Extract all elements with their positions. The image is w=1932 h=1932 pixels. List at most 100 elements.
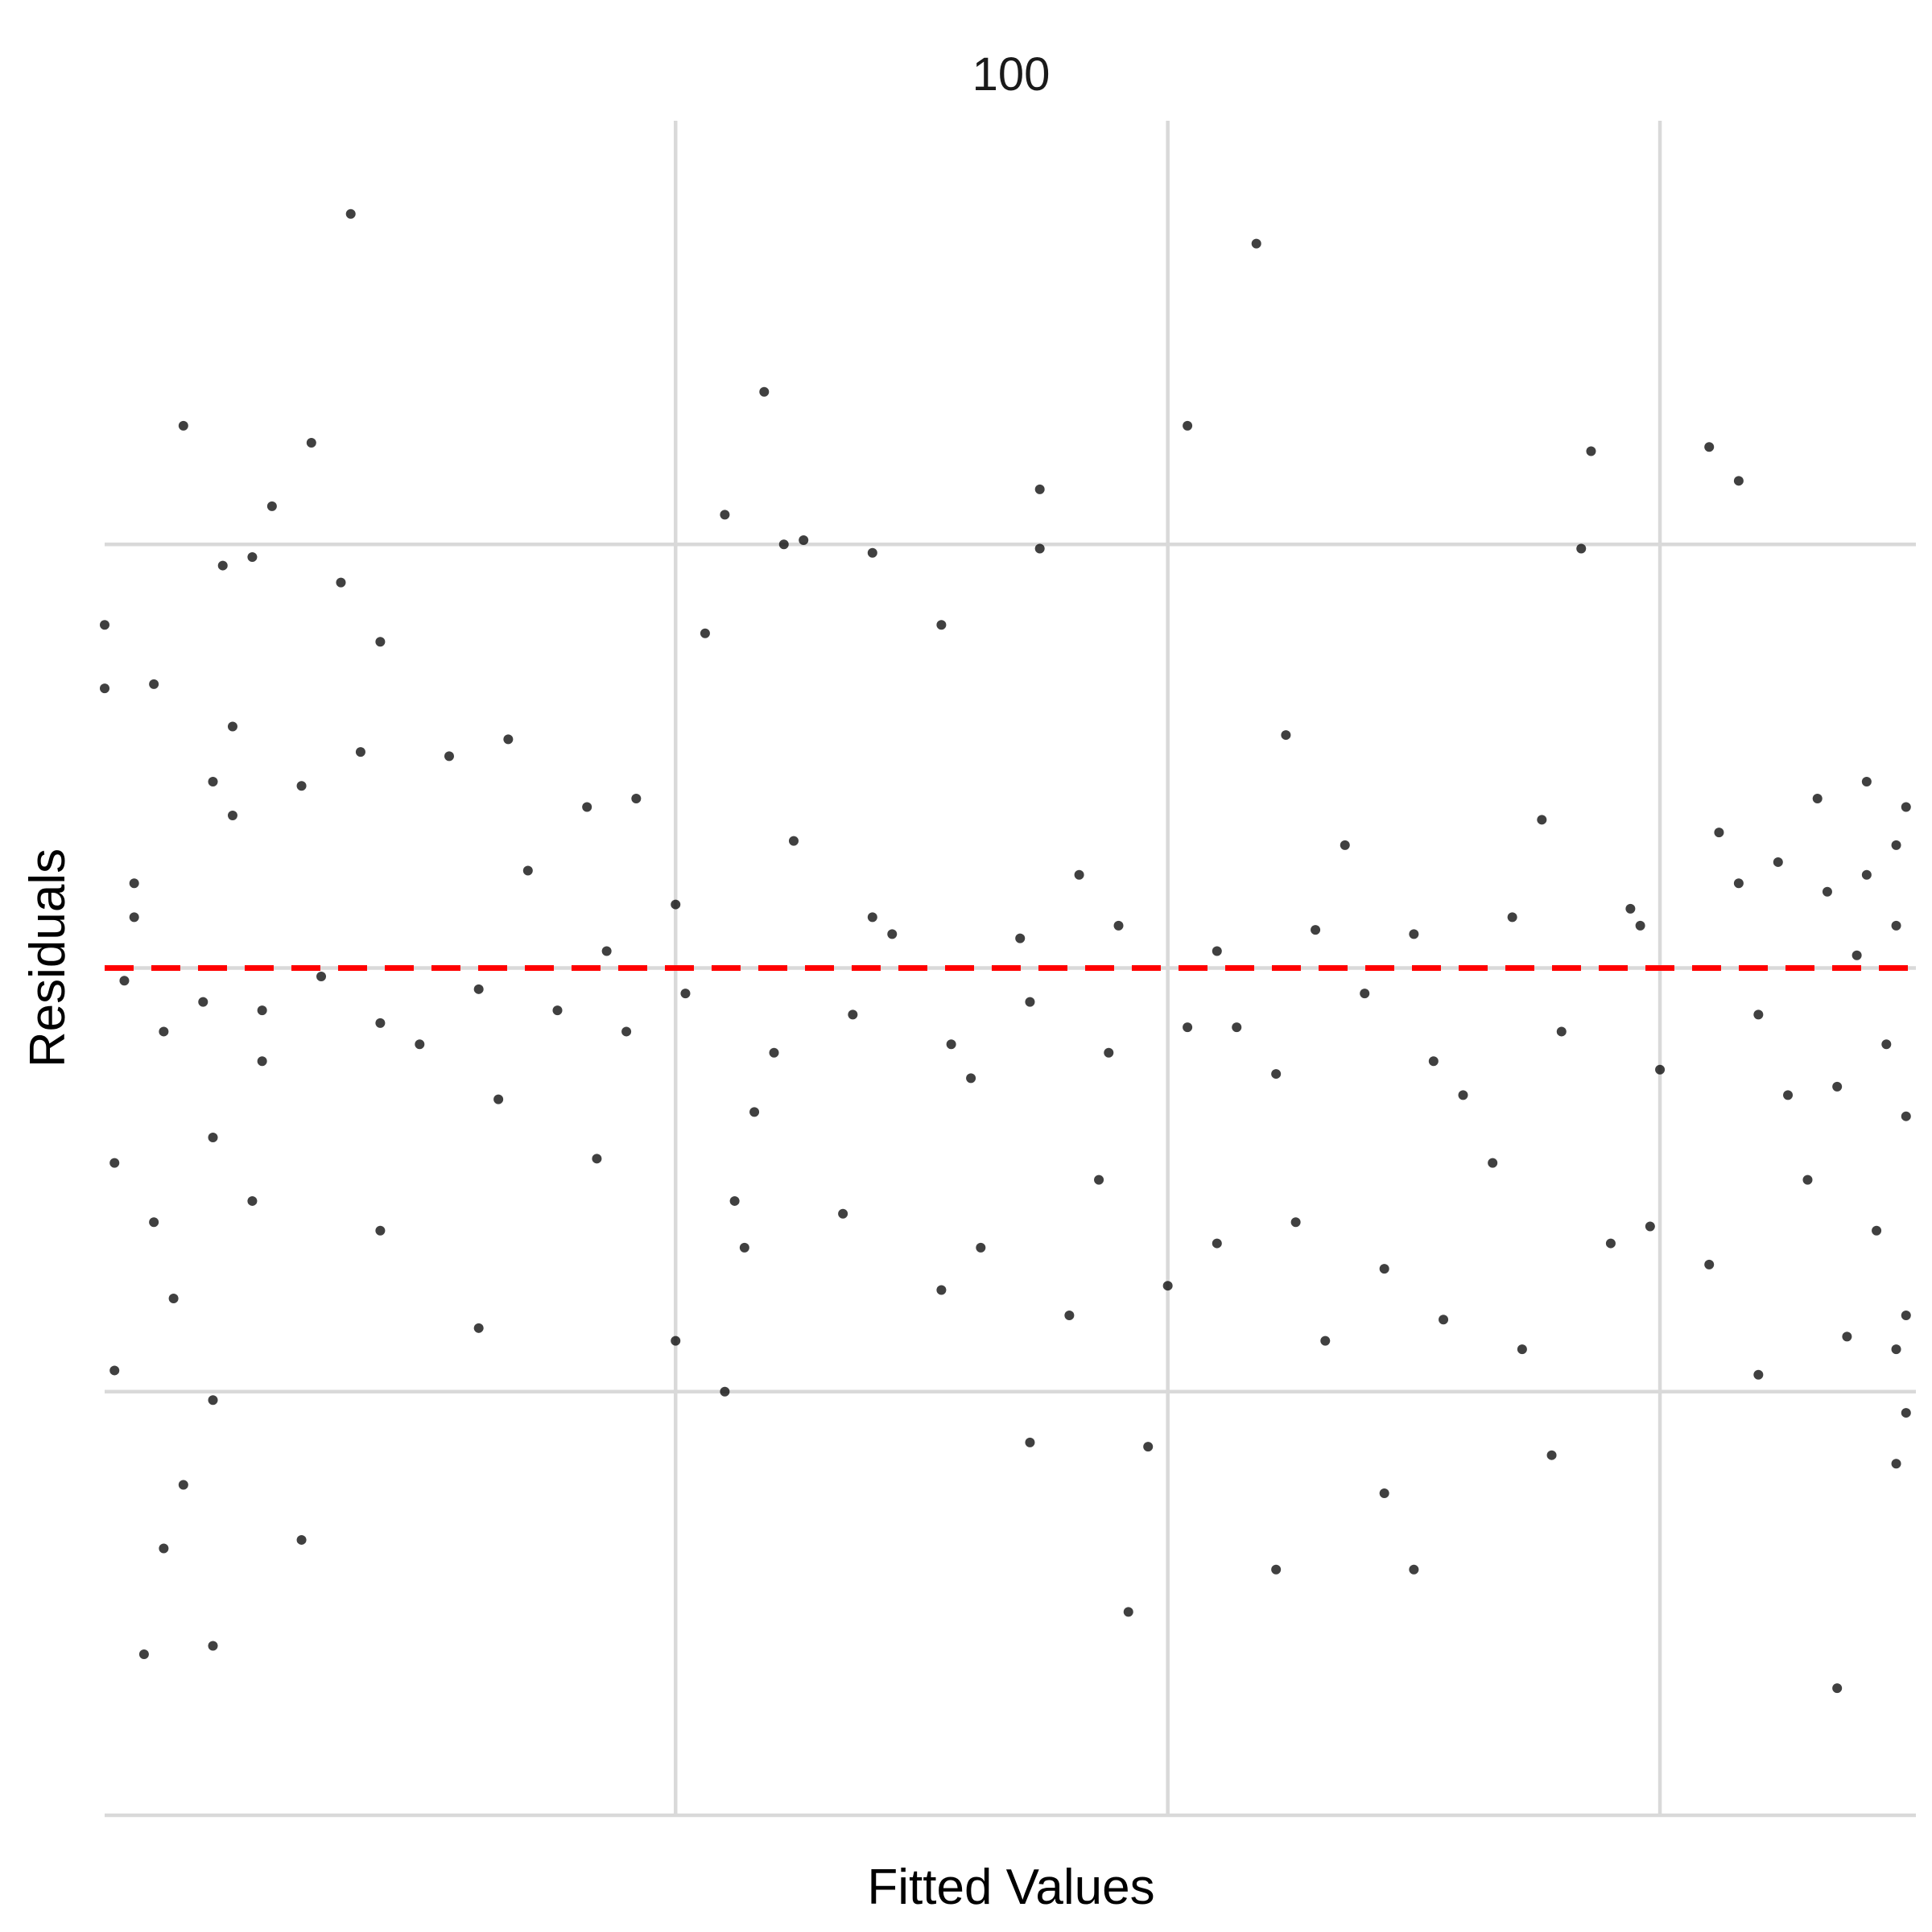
data-point-96 xyxy=(1704,1259,1715,1269)
data-point-60 xyxy=(375,1018,386,1028)
data-point-4 xyxy=(306,437,316,448)
x-axis-title: Fitted Values xyxy=(867,1860,1154,1915)
data-point-119 xyxy=(208,1395,218,1406)
data-point-134 xyxy=(522,865,533,876)
data-point-35 xyxy=(503,734,514,745)
data-point-63 xyxy=(621,1026,632,1037)
data-point-66 xyxy=(848,1009,858,1020)
data-point-57 xyxy=(198,997,208,1007)
data-point-22 xyxy=(208,776,218,786)
data-point-117 xyxy=(178,1480,188,1490)
data-point-17 xyxy=(247,552,258,563)
data-point-20 xyxy=(100,683,109,694)
data-point-79 xyxy=(1901,1111,1911,1121)
data-point-36 xyxy=(582,802,592,812)
data-point-11 xyxy=(1034,484,1045,494)
data-point-38 xyxy=(671,899,681,910)
data-point-73 xyxy=(1458,1090,1468,1100)
data-point-12 xyxy=(1704,442,1715,452)
data-points xyxy=(100,208,1911,1694)
data-point-71 xyxy=(1271,1069,1282,1080)
data-point-28 xyxy=(1034,543,1045,554)
data-point-125 xyxy=(1271,1564,1282,1575)
data-point-46 xyxy=(1507,912,1517,923)
data-point-82 xyxy=(208,1133,218,1142)
data-point-59 xyxy=(316,972,327,982)
data-point-90 xyxy=(1094,1174,1104,1185)
data-point-37 xyxy=(601,946,612,956)
data-point-121 xyxy=(720,1386,730,1397)
data-point-107 xyxy=(1212,1238,1222,1249)
data-point-61 xyxy=(473,984,484,994)
data-point-44 xyxy=(1311,925,1321,935)
data-point-108 xyxy=(1320,1335,1331,1346)
data-point-56 xyxy=(159,1026,169,1037)
data-point-111 xyxy=(1645,1221,1655,1232)
data-point-99 xyxy=(1901,1311,1911,1321)
data-point-84 xyxy=(375,1225,386,1236)
data-point-24 xyxy=(227,721,237,732)
data-point-54 xyxy=(1852,950,1862,960)
data-point-48 xyxy=(1733,878,1744,889)
data-point-34 xyxy=(444,751,454,762)
data-point-3 xyxy=(178,420,188,431)
data-point-45 xyxy=(1409,929,1419,939)
data-point-100 xyxy=(109,1365,120,1376)
data-point-18 xyxy=(217,560,228,571)
data-point-85 xyxy=(493,1094,504,1104)
data-point-132 xyxy=(257,1056,267,1067)
data-point-16 xyxy=(336,577,346,588)
data-point-33 xyxy=(296,781,307,791)
data-point-104 xyxy=(739,1242,749,1253)
data-point-23 xyxy=(355,747,365,758)
data-point-75 xyxy=(1655,1064,1666,1075)
data-point-52 xyxy=(1891,840,1901,850)
data-point-106 xyxy=(1064,1311,1075,1321)
data-point-76 xyxy=(1753,1009,1764,1020)
data-point-2 xyxy=(759,386,770,397)
data-point-140 xyxy=(1232,1022,1242,1033)
data-point-114 xyxy=(1891,1344,1901,1355)
data-point-95 xyxy=(1605,1238,1616,1249)
data-point-1 xyxy=(1251,238,1261,249)
data-point-123 xyxy=(1123,1607,1133,1617)
data-point-112 xyxy=(1753,1369,1764,1380)
data-point-7 xyxy=(1183,420,1193,431)
data-point-122 xyxy=(1025,1437,1035,1447)
data-point-65 xyxy=(769,1047,779,1058)
data-point-87 xyxy=(729,1195,740,1206)
data-point-13 xyxy=(867,547,877,558)
data-point-40 xyxy=(887,929,898,939)
data-point-92 xyxy=(1290,1217,1301,1228)
data-point-25 xyxy=(375,637,386,647)
data-point-0 xyxy=(345,208,356,219)
data-point-133 xyxy=(415,1039,425,1050)
data-point-89 xyxy=(976,1242,986,1253)
data-point-141 xyxy=(1340,840,1350,850)
data-point-120 xyxy=(296,1534,307,1545)
data-point-91 xyxy=(1162,1281,1173,1291)
data-point-6 xyxy=(266,501,277,511)
data-point-62 xyxy=(552,1005,563,1016)
data-point-55 xyxy=(119,976,130,986)
data-point-43 xyxy=(1212,946,1222,956)
y-axis-title: Residuals xyxy=(20,848,76,1067)
data-point-9 xyxy=(1586,446,1596,456)
data-point-14 xyxy=(1576,543,1587,554)
data-point-49 xyxy=(1773,857,1783,867)
data-point-146 xyxy=(1783,1090,1794,1100)
data-point-10 xyxy=(1733,476,1744,486)
data-point-101 xyxy=(168,1293,179,1303)
data-point-128 xyxy=(1546,1450,1557,1460)
data-point-129 xyxy=(1832,1683,1843,1694)
data-point-15 xyxy=(778,539,789,550)
data-point-68 xyxy=(1025,997,1035,1007)
data-point-86 xyxy=(592,1154,602,1164)
data-point-42 xyxy=(1113,920,1124,931)
data-point-64 xyxy=(680,989,691,999)
data-point-74 xyxy=(1556,1026,1567,1037)
data-point-138 xyxy=(966,1073,976,1084)
data-point-80 xyxy=(109,1158,120,1168)
data-point-105 xyxy=(936,1285,947,1295)
data-point-58 xyxy=(257,1005,267,1016)
